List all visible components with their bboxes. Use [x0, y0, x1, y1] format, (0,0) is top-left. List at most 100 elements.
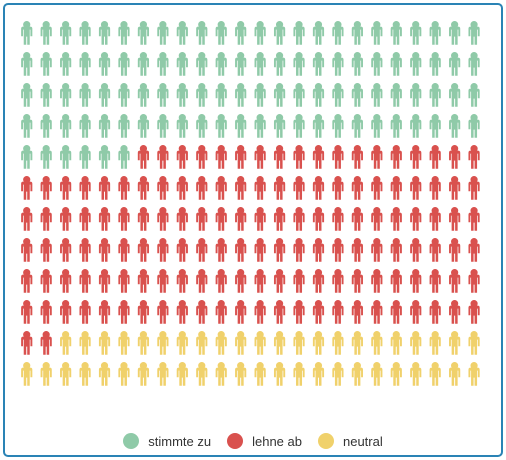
person-icon [40, 300, 52, 324]
person-icon [371, 362, 383, 386]
person-icon [118, 83, 130, 107]
person-icon [273, 114, 286, 138]
person-icon [98, 83, 111, 107]
person-icon [176, 176, 188, 200]
person-icon [60, 114, 72, 138]
person-icon [429, 269, 441, 293]
person-icon [118, 269, 130, 293]
person-icon [312, 51, 325, 76]
person-icon [235, 300, 247, 324]
person-icon [215, 331, 227, 355]
person-icon [332, 114, 344, 138]
person-icon [98, 269, 111, 293]
person-icon [429, 238, 441, 262]
person-icon [215, 207, 227, 231]
person-icon [176, 21, 188, 45]
person-icon [21, 21, 33, 45]
legend-label-disagree: lehne ab [252, 433, 302, 449]
person-icon [196, 331, 208, 355]
person-icon [390, 114, 402, 138]
person-icon [79, 207, 91, 231]
person-icon [429, 114, 441, 138]
person-icon [118, 331, 130, 355]
person-icon [449, 207, 461, 231]
person-icon [40, 269, 52, 293]
person-icon [196, 145, 208, 169]
legend-item-disagree[interactable]: lehne ab [227, 433, 302, 449]
legend-item-neutral[interactable]: neutral [317, 433, 383, 449]
legend-swatch-neutral [317, 433, 334, 449]
person-icon [429, 362, 441, 386]
person-icon [351, 114, 363, 138]
person-icon [351, 300, 363, 324]
person-icon [157, 269, 169, 293]
person-icon [449, 331, 461, 355]
person-icon [79, 145, 91, 169]
person-icon [157, 207, 169, 231]
person-icon [118, 145, 130, 169]
person-icon [273, 83, 286, 107]
person-icon [235, 114, 247, 138]
person-icon [157, 145, 169, 169]
person-icon [293, 51, 305, 76]
person-icon [79, 362, 91, 386]
person-icon [157, 21, 169, 45]
person-icon [371, 238, 383, 262]
person-icon [312, 238, 325, 262]
person-icon [137, 362, 150, 386]
person-icon [60, 300, 72, 324]
person-icon [79, 176, 91, 200]
person-icon [60, 238, 72, 262]
person-icon [235, 176, 247, 200]
person-icon [215, 145, 227, 169]
person-icon [21, 331, 33, 355]
person-icon [118, 21, 130, 45]
person-icon [196, 83, 208, 107]
person-icon [79, 300, 91, 324]
person-icon [332, 51, 344, 76]
person-icon [215, 21, 227, 45]
person-icon [118, 238, 130, 262]
person-icon [176, 238, 188, 262]
person-icon [79, 238, 91, 262]
person-icon [215, 176, 227, 200]
person-icon [468, 145, 480, 169]
person-icon [449, 21, 461, 45]
person-icon [118, 300, 130, 324]
person-icon [235, 207, 247, 231]
person-icon [293, 176, 305, 200]
person-icon [410, 83, 422, 107]
person-icon [118, 51, 130, 76]
person-icon [215, 83, 227, 107]
person-icon [254, 238, 266, 262]
person-icon [98, 300, 111, 324]
person-icon [429, 331, 441, 355]
person-icon [60, 83, 72, 107]
person-icon [60, 362, 72, 386]
person-icon [468, 176, 480, 200]
person-icon [449, 114, 461, 138]
person-icon [215, 114, 227, 138]
person-icon [371, 145, 383, 169]
person-icon [254, 331, 266, 355]
person-icon [137, 114, 150, 138]
person-icon [390, 238, 402, 262]
person-icon [98, 207, 111, 231]
person-icon [215, 269, 227, 293]
person-icon [60, 21, 72, 45]
person-icon [273, 207, 286, 231]
person-icon [196, 238, 208, 262]
person-icon [254, 300, 266, 324]
person-icon [235, 83, 247, 107]
person-icon [176, 83, 188, 107]
person-icon [40, 362, 52, 386]
person-icon [273, 269, 286, 293]
person-icon [21, 83, 33, 107]
person-icon [137, 176, 150, 200]
person-icon [390, 207, 402, 231]
person-icon [21, 269, 33, 293]
person-icon [410, 362, 422, 386]
person-icon [410, 331, 422, 355]
legend-item-agree[interactable]: stimmte zu [123, 433, 211, 449]
person-icon [254, 83, 266, 107]
